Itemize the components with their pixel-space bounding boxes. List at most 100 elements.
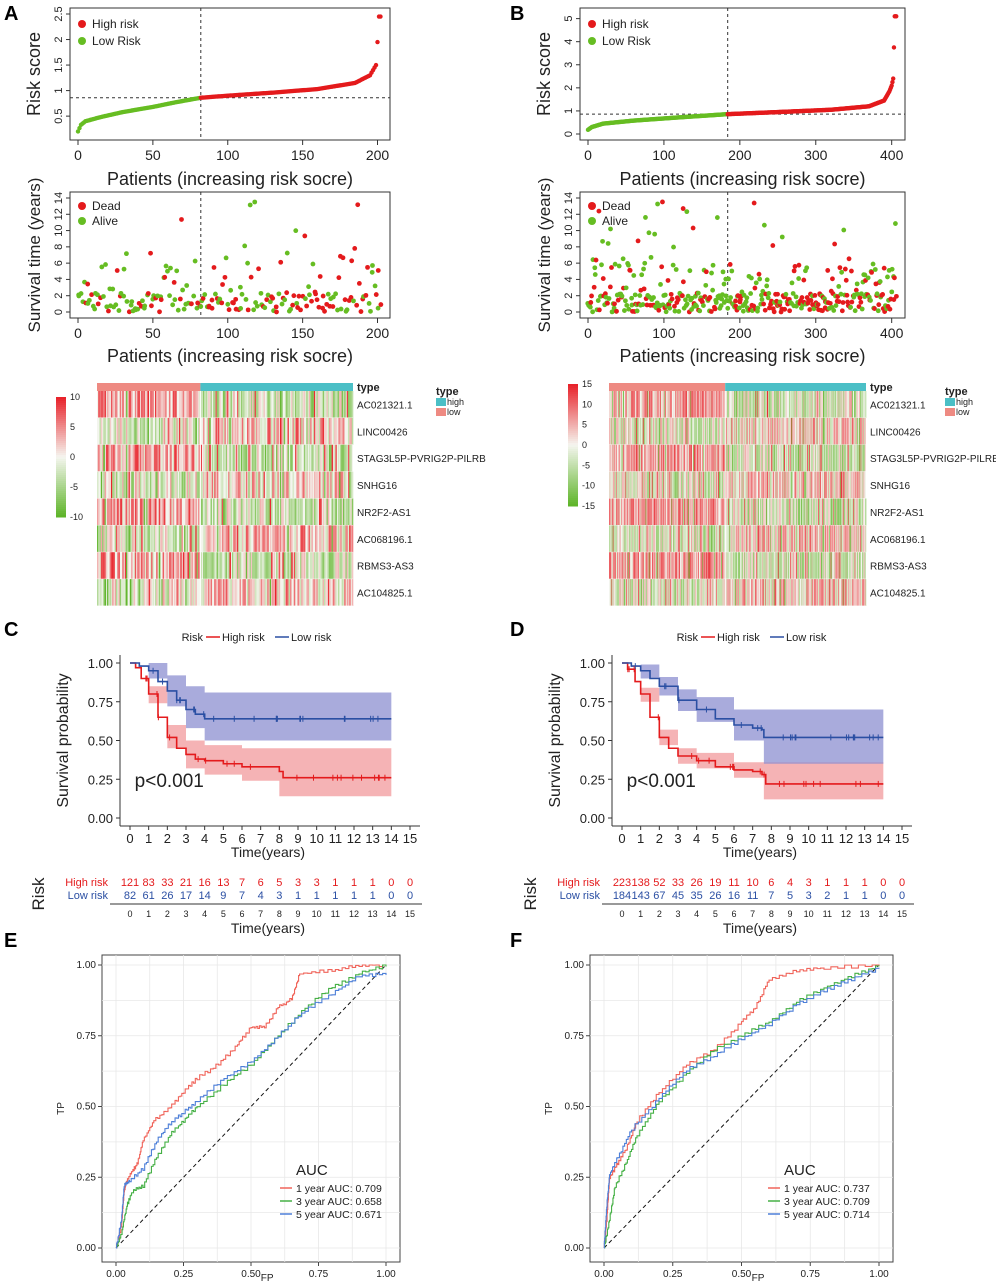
- heatmap-cell: [197, 471, 200, 499]
- heatmap-cell: [148, 579, 151, 606]
- heatmap-cell: [269, 391, 272, 418]
- heatmap-cell: [716, 391, 718, 418]
- heatmap-cell: [826, 525, 828, 553]
- heatmap-cell: [823, 525, 824, 553]
- heatmap-cell: [114, 498, 117, 526]
- survival-point: [163, 263, 169, 269]
- heatmap-cell: [768, 471, 770, 499]
- heatmap-cell: [102, 391, 104, 418]
- heatmap-cell: [627, 444, 629, 472]
- heatmap-cell: [827, 391, 829, 418]
- heatmap-cell: [318, 444, 321, 472]
- heatmap-cell: [634, 444, 636, 472]
- survival-point: [872, 267, 878, 272]
- heatmap-cell: [843, 498, 845, 526]
- heatmap-cell: [701, 552, 703, 580]
- heatmap-cell: [663, 417, 665, 445]
- heatmap-cell: [749, 391, 751, 418]
- heatmap-cell: [663, 471, 665, 499]
- heatmap-cell: [313, 498, 316, 526]
- heatmap-cell: [344, 525, 346, 553]
- heatmap-cell: [196, 471, 199, 499]
- heatmap-cell: [351, 525, 354, 553]
- heatmap-cell: [714, 391, 716, 418]
- heatmap-cell: [703, 552, 705, 580]
- heatmap-cell: [792, 444, 794, 472]
- heatmap-cell: [776, 525, 778, 553]
- heatmap-cell: [706, 525, 708, 553]
- survival-point: [759, 297, 765, 302]
- heatmap-cell: [306, 471, 308, 499]
- heatmap-cell: [331, 579, 334, 606]
- heatmap-cell: [191, 498, 194, 526]
- heatmap-cell: [661, 552, 663, 580]
- heatmap-cell: [345, 525, 347, 553]
- heatmap-cell: [703, 417, 705, 445]
- heatmap-cell: [619, 525, 621, 553]
- heatmap-cell: [729, 525, 731, 553]
- heatmap-cell: [806, 471, 807, 499]
- heatmap-cell: [850, 525, 852, 553]
- heatmap-cell: [667, 391, 669, 418]
- heatmap-cell: [809, 552, 811, 580]
- heatmap-cell: [833, 391, 835, 418]
- heatmap-cell: [843, 417, 845, 445]
- heatmap-cell: [739, 391, 741, 418]
- heatmap-cell: [172, 498, 175, 526]
- y-axis-label: Survival time (years): [535, 178, 554, 333]
- heatmap-cell: [637, 552, 639, 580]
- heatmap-cell: [783, 552, 785, 580]
- heatmap-cell: [862, 471, 864, 499]
- heatmap-cell: [313, 579, 316, 606]
- heatmap-cell: [715, 417, 717, 445]
- heatmap-cell: [617, 471, 619, 499]
- heatmap-cell: [684, 391, 686, 418]
- heatmap-cell: [835, 525, 837, 553]
- heatmap-cell: [658, 444, 660, 472]
- heatmap-cell: [809, 525, 811, 553]
- panel-letter-d: D: [510, 619, 524, 641]
- heatmap-cell: [793, 525, 795, 553]
- survival-point: [725, 305, 731, 311]
- heatmap-cell: [860, 417, 862, 445]
- survival-point: [629, 295, 635, 301]
- survival-point: [293, 228, 299, 234]
- heatmap-cell: [112, 579, 114, 606]
- heatmap-cell: [279, 525, 282, 553]
- heatmap-cell: [634, 471, 636, 499]
- heatmap-cell: [722, 444, 723, 472]
- y-tick-label: 12: [563, 208, 575, 220]
- heatmap-cell: [282, 552, 284, 580]
- heatmap-cell: [294, 417, 297, 445]
- heatmap-cell: [216, 552, 219, 580]
- heatmap-cell: [778, 444, 780, 472]
- heatmap-cell: [229, 417, 231, 445]
- heatmap-cell: [826, 552, 828, 580]
- heatmap-cell: [625, 471, 627, 499]
- heatmap-cell: [670, 391, 672, 418]
- heatmap-cell: [796, 444, 798, 472]
- heatmap-cell: [651, 552, 653, 580]
- heatmap-cell: [857, 498, 859, 526]
- survival-point: [812, 292, 818, 298]
- heatmap-cell: [292, 498, 295, 526]
- heatmap-cell: [320, 525, 322, 553]
- heatmap-cell: [258, 417, 260, 445]
- heatmap-cell: [746, 552, 747, 580]
- heatmap-cell: [802, 444, 804, 472]
- gene-label: RBMS3-AS3: [357, 562, 414, 573]
- heatmap-cell: [107, 579, 109, 606]
- heatmap-cell: [660, 498, 662, 526]
- survival-point: [759, 292, 764, 298]
- heatmap-cell: [666, 525, 668, 553]
- heatmap-cell: [740, 444, 742, 472]
- heatmap-cell: [811, 498, 812, 526]
- heatmap-cell: [711, 444, 713, 472]
- heatmap-cell: [279, 552, 282, 580]
- heatmap-cell: [268, 498, 271, 526]
- heatmap-cell: [776, 391, 778, 418]
- heatmap-cell: [644, 525, 646, 553]
- heatmap-cell: [692, 525, 694, 553]
- heatmap-cell: [804, 498, 806, 526]
- heatmap-cell: [814, 417, 816, 445]
